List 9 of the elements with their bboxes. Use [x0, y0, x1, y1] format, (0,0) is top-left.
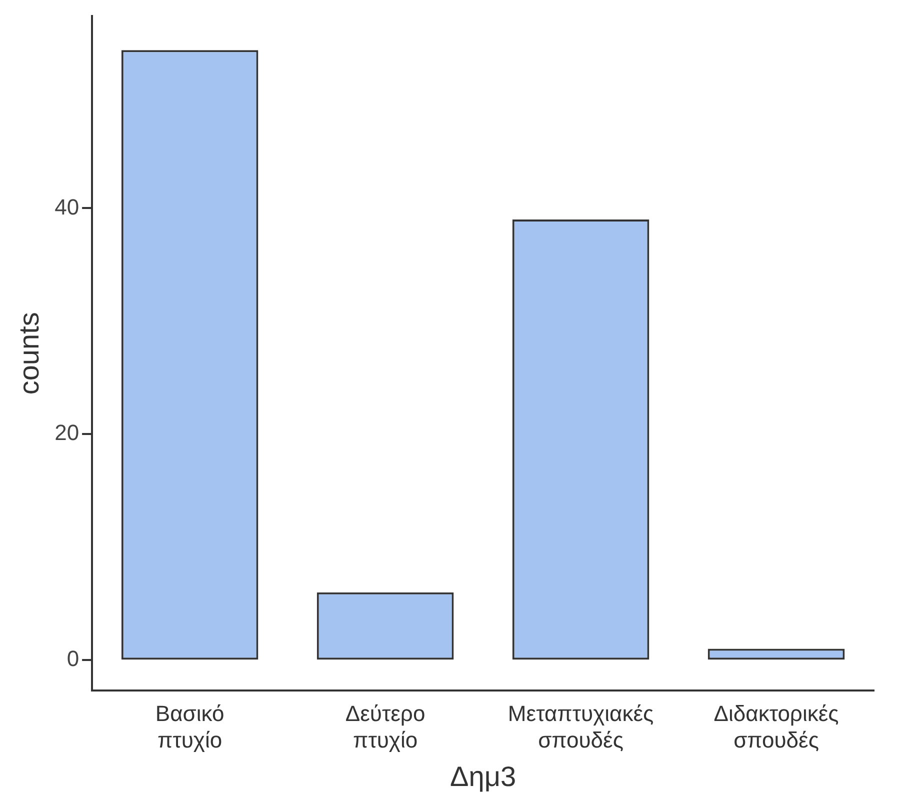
y-tick-label: 40	[54, 194, 80, 220]
x-tick-label: Διδακτορικές σπουδές	[714, 700, 839, 752]
y-axis-title: counts	[14, 312, 45, 395]
x-tick-label: Μεταπτυχιακές σπουδές	[508, 700, 654, 752]
y-tick-label: 20	[54, 420, 80, 446]
x-tick-label: Βασικό πτυχίο	[155, 700, 224, 752]
y-tick-label: 0	[66, 646, 80, 672]
x-axis-title: Δημ3	[450, 760, 516, 792]
x-tick-label: Δεύτερο πτυχίο	[345, 700, 426, 752]
